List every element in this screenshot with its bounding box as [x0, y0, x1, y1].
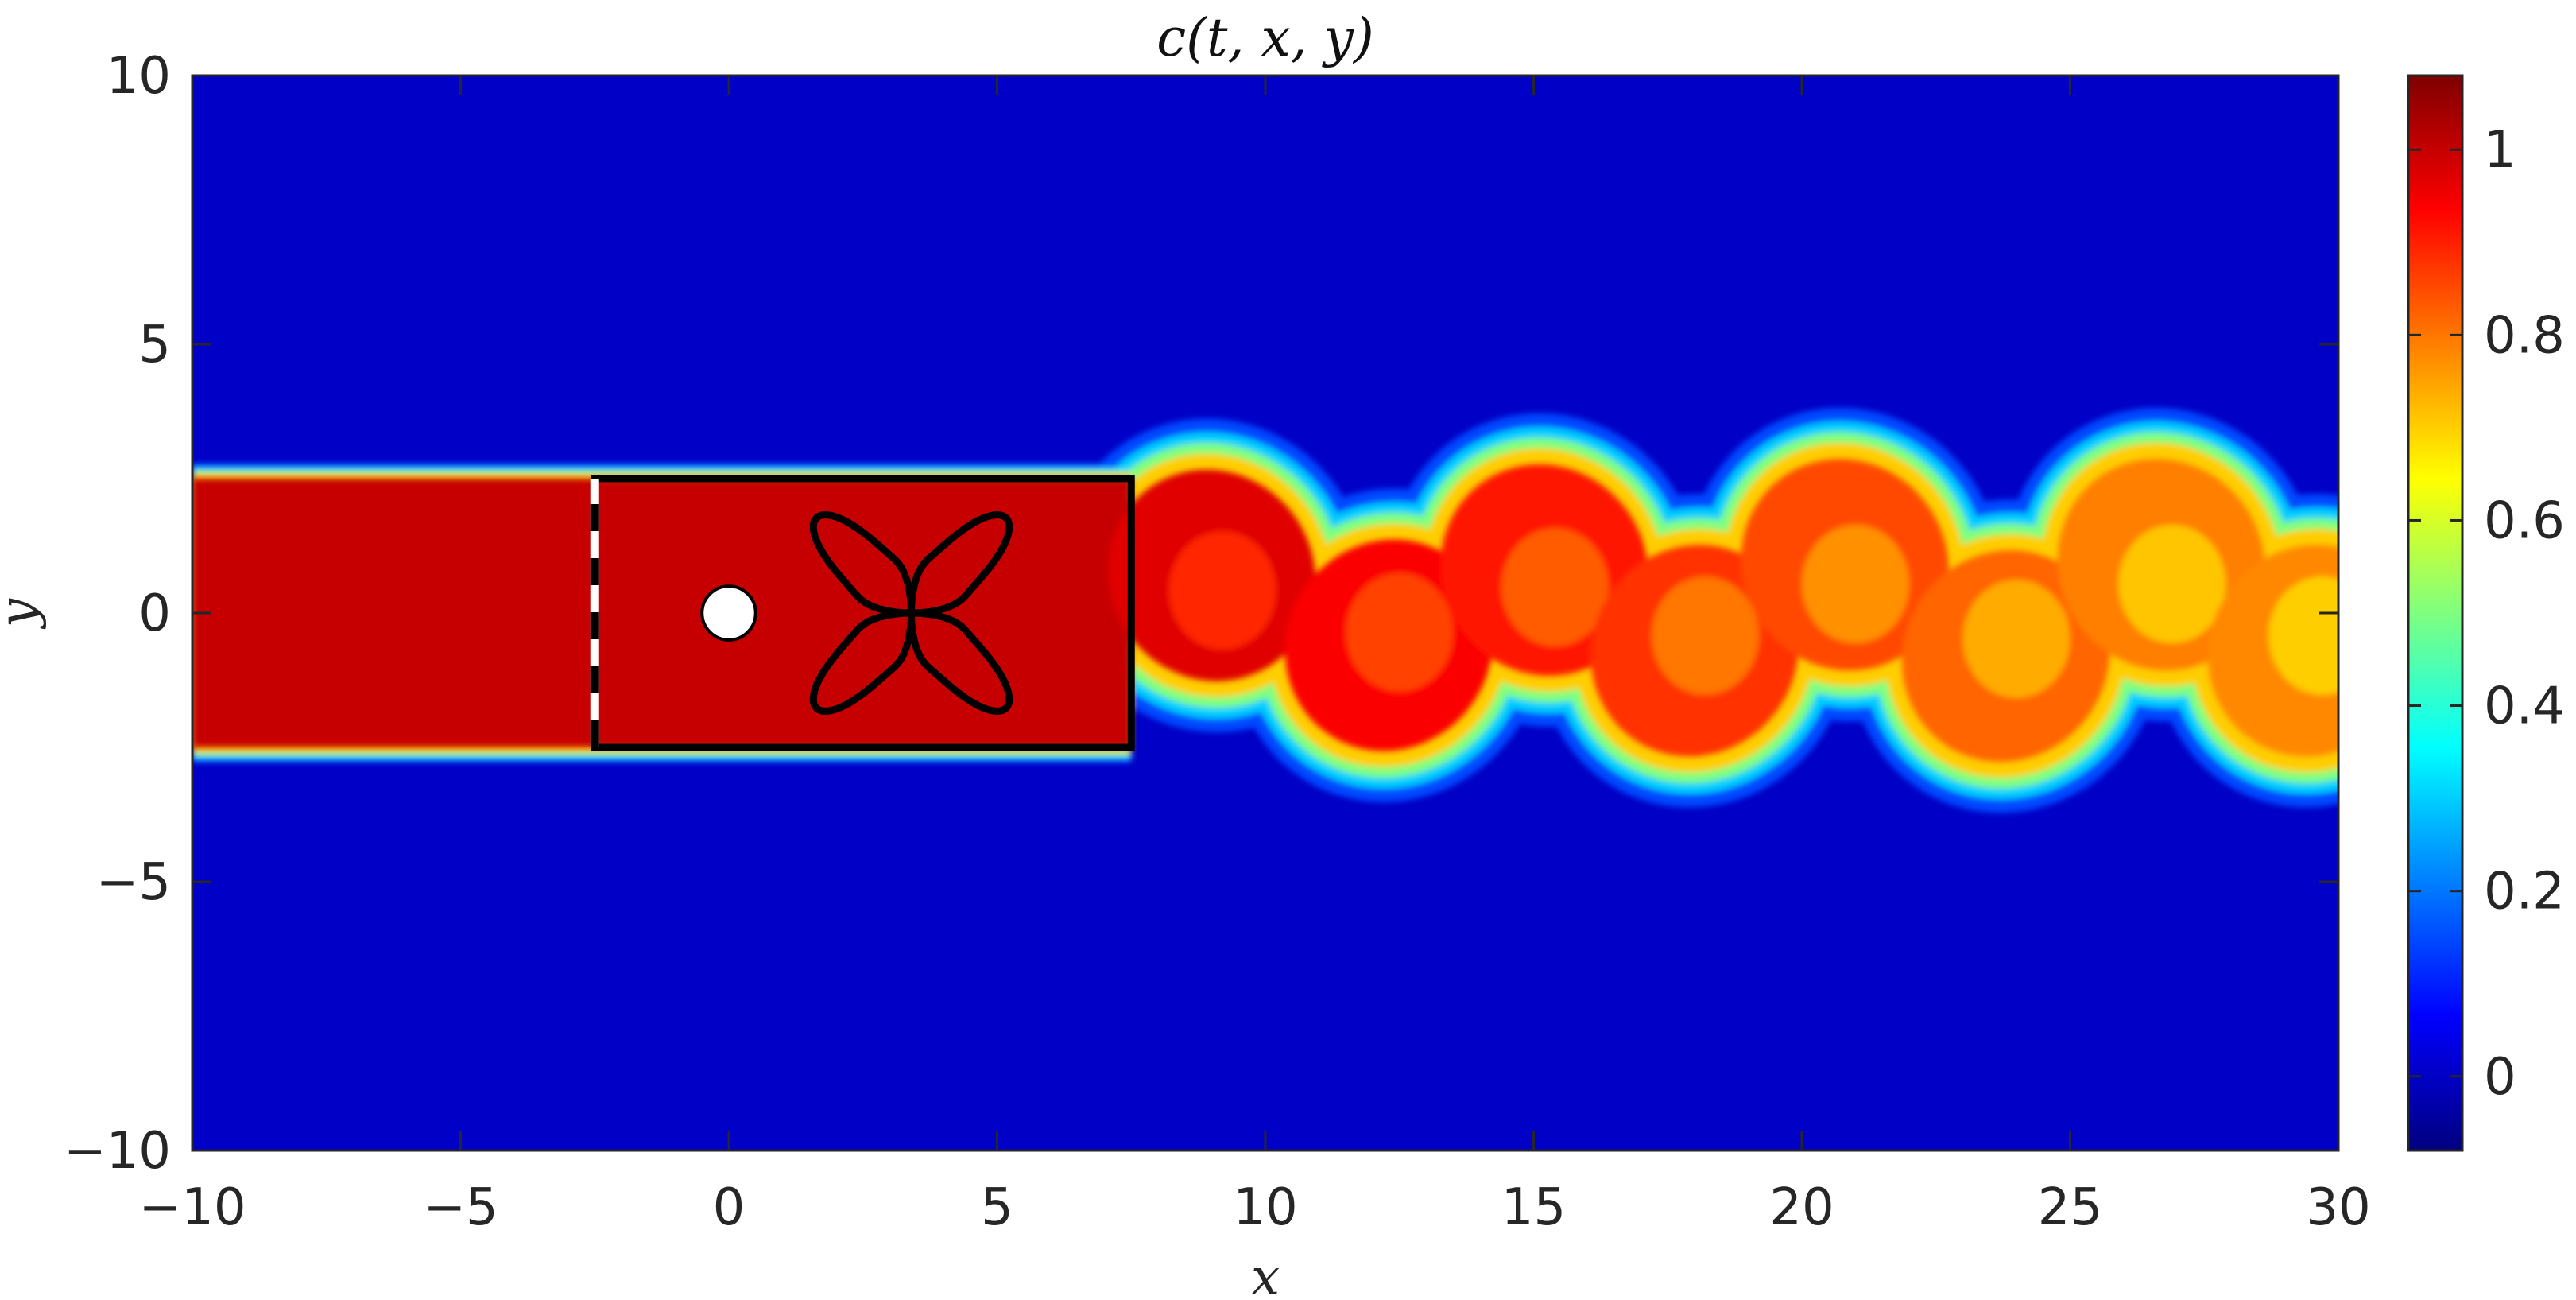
x-tick-label: 30 [2306, 1178, 2370, 1237]
colorbar-tick-label: 0.4 [2484, 677, 2565, 736]
x-tick-label: 0 [713, 1178, 746, 1237]
x-tick-label: 10 [1233, 1178, 1297, 1237]
y-tick-label: 10 [107, 47, 171, 106]
y-tick-label: 0 [138, 584, 171, 643]
x-tick-label: 20 [1769, 1178, 1834, 1237]
wake-vortex-inner [1962, 580, 2070, 698]
x-tick-label: 5 [981, 1178, 1013, 1237]
x-tick-label: 15 [1501, 1178, 1566, 1237]
x-tick-label: 25 [2038, 1178, 2102, 1237]
y-tick-label: 5 [138, 316, 171, 374]
wake-vortex-inner [1501, 528, 1609, 646]
annotation-layer [590, 475, 1135, 751]
cylinder [700, 584, 757, 642]
chart-title: c(t, x, y) [1156, 7, 1373, 68]
rose-curve [809, 511, 1013, 715]
heatmap-field [192, 76, 2338, 1151]
colorbar-tick-label: 0.8 [2484, 306, 2565, 365]
field-core [192, 459, 2338, 763]
y-tick-label: −5 [96, 853, 171, 912]
y-tick-label: −10 [64, 1122, 171, 1181]
y-axis-label: y [0, 598, 48, 630]
colorbar-tick-label: 0.6 [2484, 491, 2565, 550]
colorbar-body [2407, 74, 2464, 1152]
wake-vortex-inner [2118, 525, 2226, 643]
y-axis: −10 −5 0 5 10 [64, 47, 2338, 1181]
colorbar: 0 0.2 0.4 0.6 0.8 1 [2407, 74, 2565, 1152]
colorbar-tick-label: 0.2 [2484, 863, 2565, 922]
x-tick-label: −5 [423, 1178, 498, 1237]
x-axis: −10 −5 0 5 10 15 20 25 30 [138, 76, 2371, 1237]
wake-vortex-inner [1168, 531, 1276, 650]
wake-vortex-inner [1346, 572, 1454, 692]
colorbar-ticks: 0 0.2 0.4 0.6 0.8 1 [2408, 121, 2565, 1107]
wake-vortex-inner [1652, 576, 1759, 695]
x-tick-label: −10 [138, 1178, 246, 1237]
colorbar-tick-label: 0 [2484, 1048, 2516, 1107]
colorbar-tick-label: 1 [2484, 121, 2516, 180]
wake-vortex-inner [2268, 576, 2338, 695]
wake-vortex-inner [1802, 525, 1909, 643]
x-axis-label: x [1251, 1248, 1280, 1300]
